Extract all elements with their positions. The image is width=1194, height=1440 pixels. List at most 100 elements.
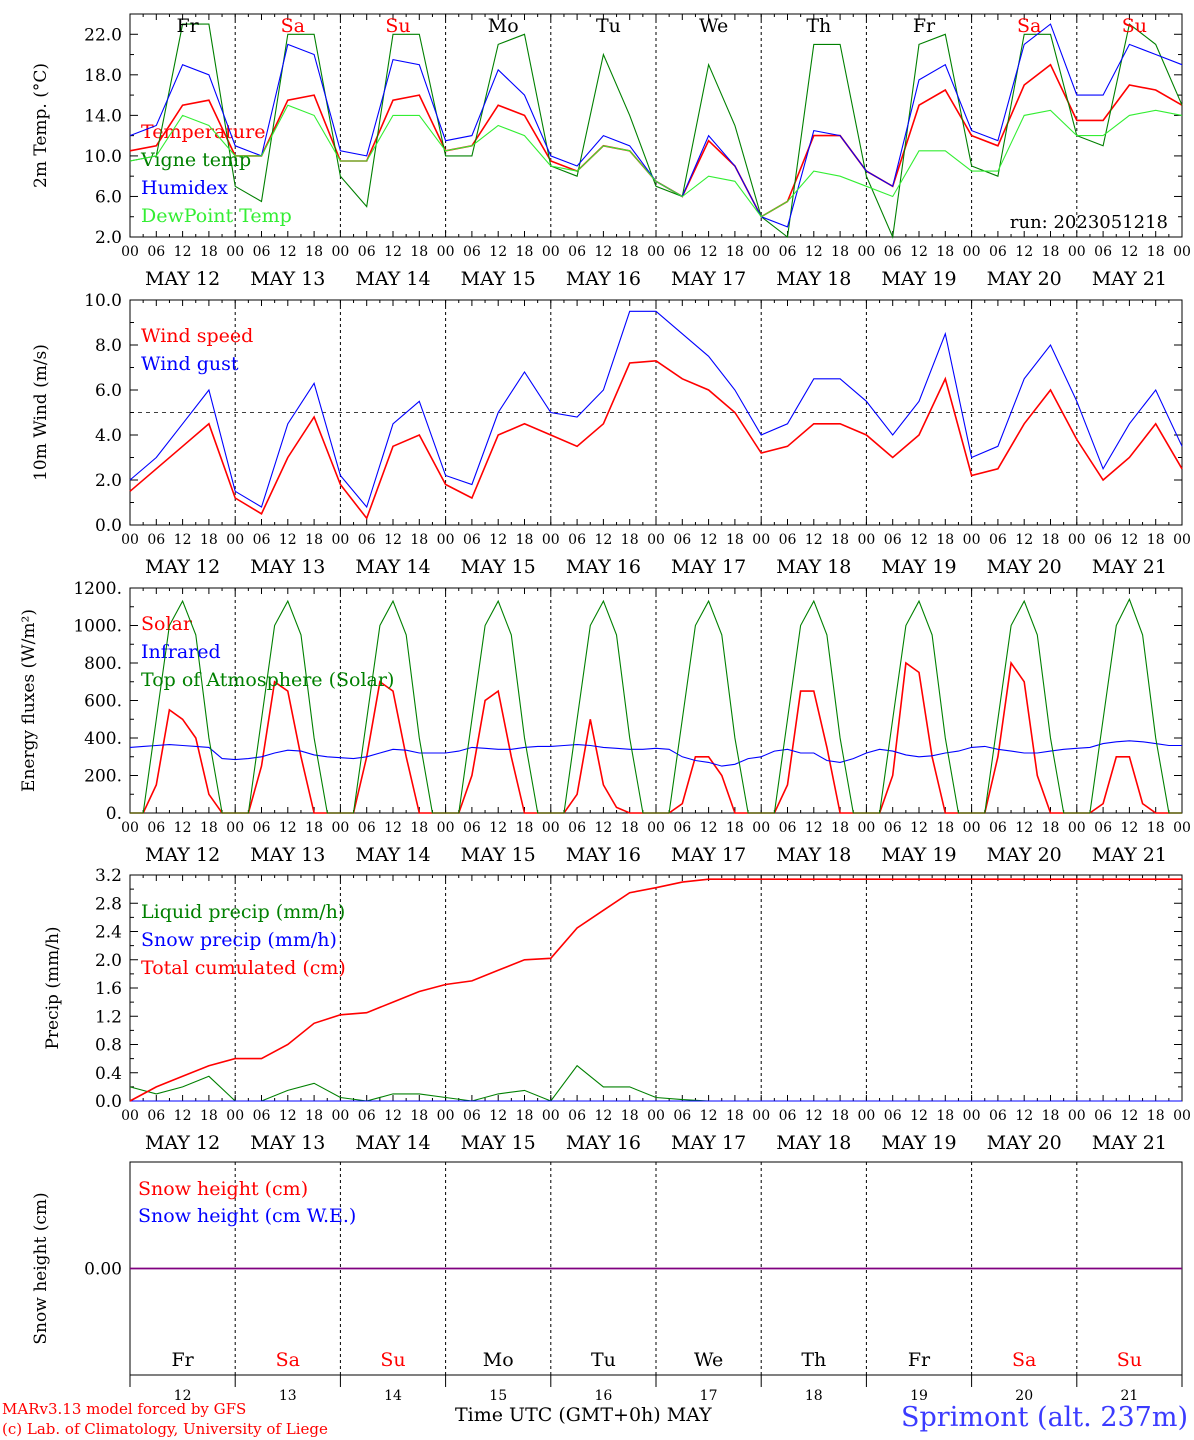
hour-label: 18 [516,1108,534,1124]
date-label: MAY 12 [145,1132,220,1154]
y-tick-label: 0.0 [95,516,122,536]
hour-label: 18 [1042,1108,1060,1124]
legend-entry: Wind speed [141,325,253,347]
hour-label: 12 [1015,820,1033,836]
day-number: 19 [910,1388,928,1404]
y-tick-label: 0. [106,804,122,824]
hour-label: 00 [437,1108,455,1124]
hour-label: 18 [410,532,428,548]
hour-label: 06 [673,532,691,548]
hour-label: 18 [1147,820,1165,836]
date-label: MAY 17 [671,556,746,578]
date-label: MAY 12 [145,844,220,866]
hour-label: 12 [279,532,297,548]
y-tick-label: 1.6 [95,979,122,999]
y-tick-label: 2.0 [95,951,122,971]
date-label: MAY 15 [461,556,536,578]
y-tick-label: 1000. [73,617,122,637]
day-abbr: Tu [596,15,621,37]
date-label: MAY 14 [355,844,430,866]
day-number: 18 [805,1388,823,1404]
legend-entry: Infrared [141,641,221,663]
hour-label: 06 [147,1108,165,1124]
hour-label: 00 [963,244,981,260]
date-label: MAY 16 [566,268,641,290]
date-label: MAY 21 [1092,844,1167,866]
hour-label: 06 [568,1108,586,1124]
y-axis-label: Snow height (cm) [31,1192,51,1344]
hour-label: 06 [1094,244,1112,260]
date-label: MAY 17 [671,268,746,290]
hour-label: 18 [621,820,639,836]
y-tick-label: 0.0 [95,1092,122,1112]
day-abbr: Tu [591,1349,616,1371]
hour-label: 18 [621,1108,639,1124]
hour-label: 00 [1173,1108,1191,1124]
hour-label: 00 [437,244,455,260]
hour-label: 00 [857,244,875,260]
y-tick-label: 0.8 [95,1036,122,1056]
hour-label: 06 [463,820,481,836]
hour-label: 06 [989,1108,1007,1124]
y-tick-label: 0.4 [95,1064,122,1084]
hour-label: 12 [1015,532,1033,548]
date-label: MAY 14 [355,556,430,578]
y-tick-label: 2.4 [95,923,122,943]
day-number: 16 [594,1388,612,1404]
hour-label: 06 [147,244,165,260]
date-label: MAY 16 [566,556,641,578]
hour-label: 12 [174,820,192,836]
hour-label: 00 [331,244,349,260]
hour-label: 06 [568,532,586,548]
day-abbr: Fr [171,1349,194,1371]
hour-label: 06 [779,820,797,836]
y-axis-label: 10m Wind (m/s) [31,344,51,481]
y-tick-label: 2.0 [95,471,122,491]
hour-label: 00 [226,532,244,548]
hour-label: 18 [831,532,849,548]
hour-label: 12 [805,244,823,260]
day-abbr: Su [1122,15,1147,37]
y-tick-label: 8.0 [95,336,122,356]
y-tick-label: 10.0 [84,291,122,311]
hour-label: 18 [936,820,954,836]
day-abbr: Sa [281,15,305,37]
day-number: 20 [1015,1388,1033,1404]
hour-label: 00 [963,1108,981,1124]
legend-entry: Wind gust [141,353,239,375]
day-abbr: Su [380,1349,405,1371]
hour-label: 18 [1042,532,1060,548]
date-label: MAY 12 [145,556,220,578]
legend-entry: Top of Atmosphere (Solar) [141,669,394,691]
legend-entry: Liquid precip (mm/h) [141,901,345,923]
hour-label: 06 [253,820,271,836]
date-label: MAY 14 [355,1132,430,1154]
y-tick-label: 10.0 [84,147,122,167]
y-tick-label: 18.0 [84,66,122,86]
y-tick-label: 400. [84,729,122,749]
hour-label: 00 [1173,820,1191,836]
hour-label: 12 [805,532,823,548]
y-tick-label: 1200. [73,579,122,599]
hour-label: 06 [673,1108,691,1124]
hour-label: 00 [647,1108,665,1124]
hour-label: 00 [121,532,139,548]
y-tick-label: 3.2 [95,866,122,886]
hour-label: 18 [305,820,323,836]
hour-label: 12 [384,244,402,260]
series-line-wind-gust [129,310,1183,509]
hour-label: 18 [936,532,954,548]
day-number: 12 [174,1388,192,1404]
series-line-vigne-temp [129,23,1183,240]
date-label: MAY 12 [145,268,220,290]
hour-label: 06 [568,244,586,260]
day-abbr: Mo [488,15,519,37]
hour-label: 00 [226,1108,244,1124]
legend-entry: Vigne temp [140,149,251,171]
hour-label: 00 [647,244,665,260]
y-tick-label: 4.0 [95,426,122,446]
hour-label: 12 [910,244,928,260]
legend-entry: Total cumulated (cm) [141,957,346,979]
date-label: MAY 16 [566,1132,641,1154]
legend-entry: Snow precip (mm/h) [141,929,337,951]
